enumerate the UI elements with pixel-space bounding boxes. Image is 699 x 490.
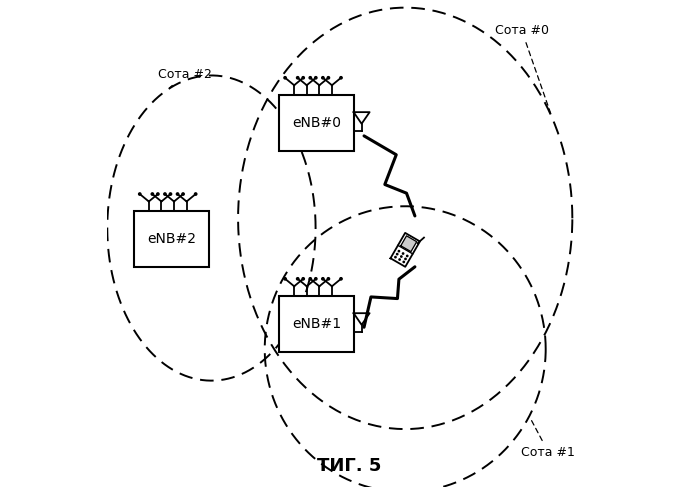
Circle shape: [284, 278, 287, 280]
Circle shape: [315, 76, 317, 79]
Text: Сота #1: Сота #1: [521, 418, 575, 459]
Bar: [134, 211, 209, 267]
Circle shape: [399, 259, 401, 260]
Text: Сота #0: Сота #0: [495, 24, 552, 117]
Polygon shape: [391, 233, 420, 267]
Circle shape: [169, 193, 172, 195]
Circle shape: [176, 193, 179, 195]
Circle shape: [164, 193, 166, 195]
Circle shape: [403, 253, 404, 254]
Text: Сота #2: Сота #2: [158, 68, 212, 88]
Circle shape: [340, 278, 343, 280]
Circle shape: [182, 193, 185, 195]
Bar: [280, 95, 354, 150]
Circle shape: [407, 255, 408, 257]
Circle shape: [327, 76, 329, 79]
Text: ΤИГ. 5: ΤИГ. 5: [317, 457, 382, 475]
Text: eNB#0: eNB#0: [292, 116, 341, 130]
Text: eNB#2: eNB#2: [147, 232, 196, 246]
Circle shape: [403, 261, 405, 263]
Circle shape: [138, 193, 141, 195]
Circle shape: [194, 193, 197, 195]
Text: eNB#1: eNB#1: [292, 317, 341, 331]
Circle shape: [340, 76, 343, 79]
Bar: [280, 296, 354, 352]
Circle shape: [151, 193, 154, 195]
Circle shape: [296, 76, 299, 79]
Circle shape: [327, 278, 329, 280]
Circle shape: [401, 256, 402, 257]
Circle shape: [396, 253, 398, 255]
Circle shape: [296, 278, 299, 280]
Circle shape: [395, 256, 396, 258]
Circle shape: [322, 278, 324, 280]
Circle shape: [315, 278, 317, 280]
Circle shape: [405, 258, 406, 260]
Circle shape: [157, 193, 159, 195]
Polygon shape: [401, 236, 417, 252]
Circle shape: [302, 278, 304, 280]
Circle shape: [309, 278, 312, 280]
Circle shape: [302, 76, 304, 79]
Circle shape: [322, 76, 324, 79]
Circle shape: [309, 76, 312, 79]
Circle shape: [284, 76, 287, 79]
Circle shape: [398, 250, 400, 252]
